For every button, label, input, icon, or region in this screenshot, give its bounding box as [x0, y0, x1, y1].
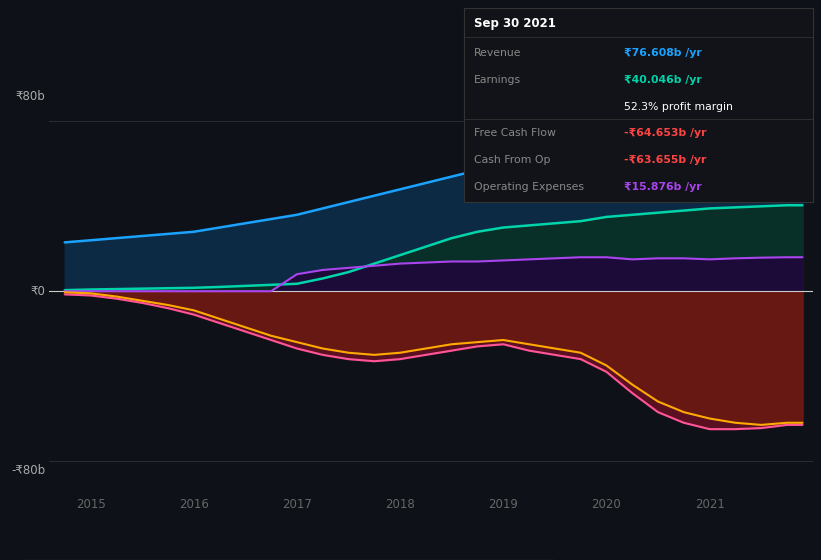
Text: ₹15.876b /yr: ₹15.876b /yr — [624, 182, 702, 192]
Text: Sep 30 2021: Sep 30 2021 — [474, 17, 556, 30]
Text: ₹40.046b /yr: ₹40.046b /yr — [624, 74, 702, 85]
Text: Revenue: Revenue — [474, 48, 521, 58]
Text: 52.3% profit margin: 52.3% profit margin — [624, 101, 733, 111]
Text: Earnings: Earnings — [474, 74, 521, 85]
Text: -₹80b: -₹80b — [11, 464, 45, 477]
Text: -₹64.653b /yr: -₹64.653b /yr — [624, 128, 706, 138]
Text: Cash From Op: Cash From Op — [474, 155, 550, 165]
Text: Operating Expenses: Operating Expenses — [474, 182, 584, 192]
Text: ₹0: ₹0 — [30, 284, 45, 298]
Text: -₹63.655b /yr: -₹63.655b /yr — [624, 155, 706, 165]
Text: ₹76.608b /yr: ₹76.608b /yr — [624, 48, 702, 58]
Text: ₹80b: ₹80b — [16, 90, 45, 102]
Text: Free Cash Flow: Free Cash Flow — [474, 128, 556, 138]
